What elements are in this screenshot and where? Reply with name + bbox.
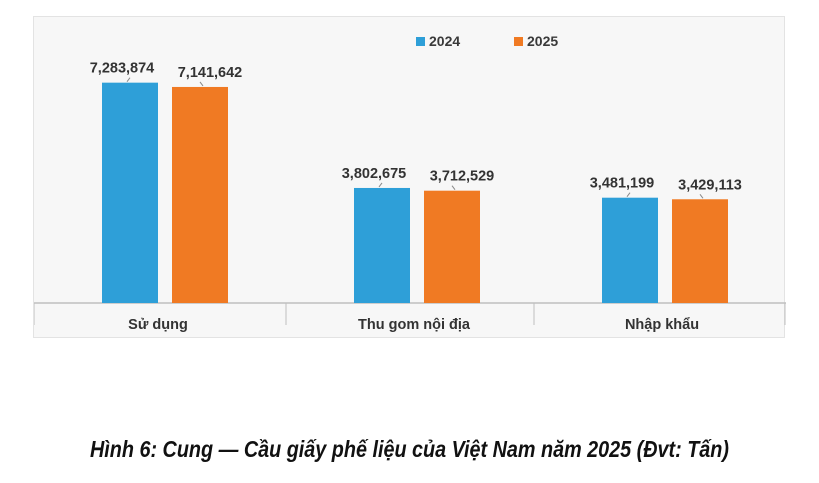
data-label-2025-1: 7,141,642 [178,65,243,81]
legend-swatch-2024 [416,37,425,46]
label-leader [126,77,131,82]
data-label-2025-2: 3,712,529 [430,169,495,185]
label-leader [699,193,704,199]
label-leader [451,185,456,190]
data-label-2024-1: 7,283,874 [90,61,155,77]
legend-label-2025: 2025 [527,33,558,49]
bar-2025-3 [672,199,728,303]
x-tick-label-3: Nhập khẩu [625,317,699,333]
data-label-2024-3: 3,481,199 [590,176,655,192]
bar-2025-2 [424,190,480,303]
bar-chart: 7,283,874 7,141,642 Sử dụng 3,802,675 3,712,… [34,33,786,333]
chart-frame: 7,283,874 7,141,642 Sử dụng 3,802,675 3,712,… [33,16,786,338]
bar-2024-3 [602,197,658,303]
x-tick-label-1: Sử dụng [128,317,188,333]
data-label-2025-3: 3,429,113 [678,177,742,193]
bar-2025-1 [172,86,228,303]
label-leader [378,182,383,188]
data-label-2024-2: 3,802,675 [342,166,407,182]
bar-2024-2 [354,187,410,303]
label-leader [199,81,204,87]
x-tick-label-2: Thu gom nội địa [358,317,471,333]
bar-2024-1 [102,82,158,303]
legend-label-2024: 2024 [429,33,460,49]
legend-swatch-2025 [514,37,523,46]
figure-caption: Hình 6: Cung — Cầu giấy phế liệu của Việ… [90,436,729,462]
label-leader [626,192,631,197]
